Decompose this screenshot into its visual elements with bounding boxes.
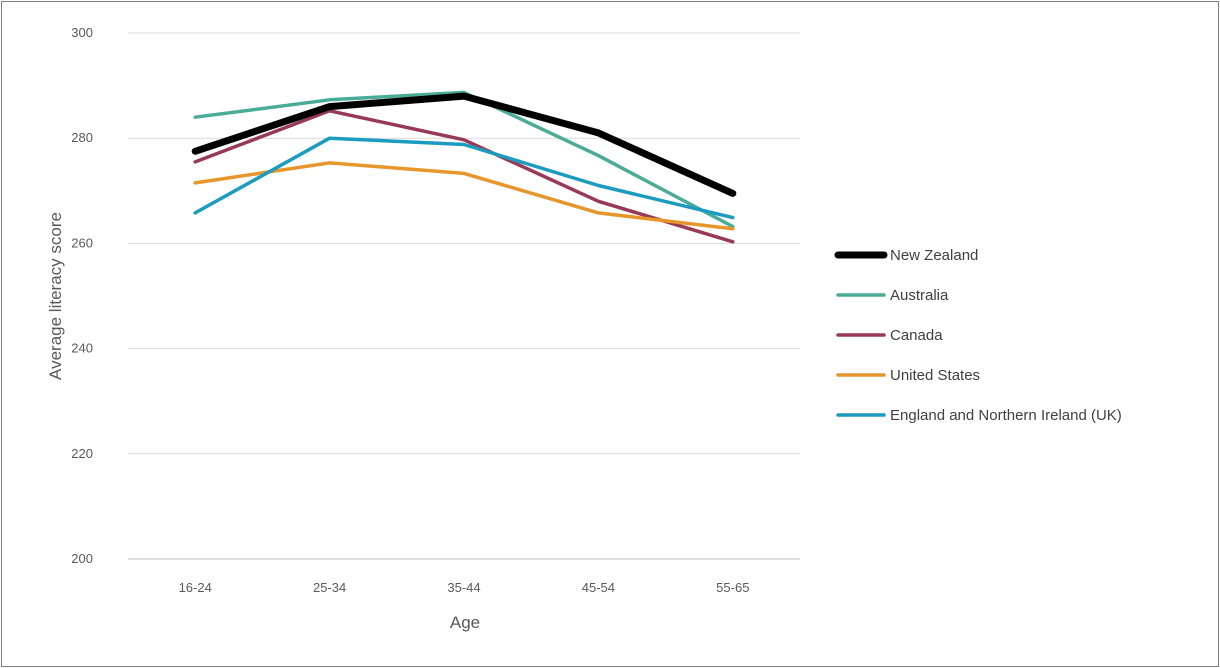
- legend-label: Australia: [890, 287, 949, 304]
- x-tick-label: 16-24: [179, 580, 212, 595]
- legend-label: England and Northern Ireland (UK): [890, 407, 1122, 424]
- legend-label: New Zealand: [890, 247, 978, 264]
- y-tick-label: 260: [71, 235, 93, 250]
- x-axis-title: Age: [450, 613, 480, 632]
- x-axis-tick-labels: 16-24 25-34 35-44 45-54 55-65: [179, 580, 750, 595]
- y-tick-label: 280: [71, 130, 93, 145]
- x-tick-label: 35-44: [447, 580, 480, 595]
- x-tick-label: 55-65: [716, 580, 749, 595]
- y-tick-label: 200: [71, 551, 93, 566]
- y-axis-tick-labels: 200 220 240 260 280 300: [71, 25, 93, 566]
- legend: New Zealand Australia Canada United States E…: [834, 247, 1122, 424]
- series-line-canada: [193, 109, 735, 244]
- y-tick-label: 300: [71, 25, 93, 40]
- x-tick-label: 25-34: [313, 580, 346, 595]
- series-lines: [191, 90, 737, 244]
- y-axis-title: Average literacy score: [46, 212, 65, 380]
- series-line-new-zealand: [191, 92, 737, 197]
- series-line-australia: [193, 90, 735, 229]
- series-line-united-states: [193, 161, 735, 231]
- legend-label: United States: [890, 367, 980, 384]
- y-tick-label: 240: [71, 341, 93, 356]
- legend-label: Canada: [890, 327, 943, 344]
- x-tick-label: 45-54: [582, 580, 615, 595]
- y-tick-label: 220: [71, 446, 93, 461]
- series-line-england-and-northern-ireland-uk: [193, 136, 735, 220]
